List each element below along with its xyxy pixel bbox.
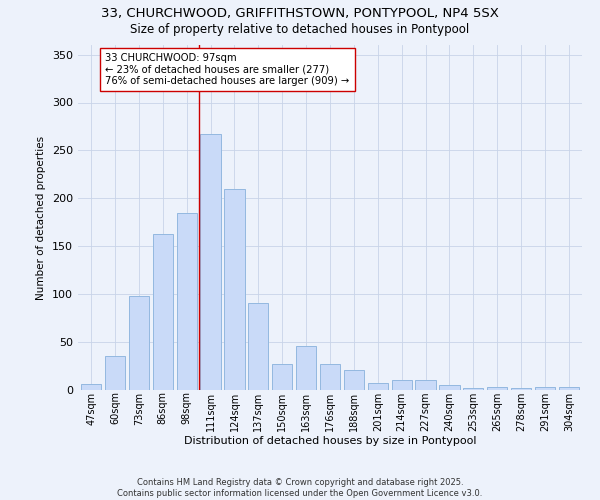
Bar — [272, 364, 292, 390]
Bar — [200, 134, 221, 390]
Bar — [152, 234, 173, 390]
Bar — [439, 385, 460, 390]
Y-axis label: Number of detached properties: Number of detached properties — [37, 136, 46, 300]
Bar — [511, 388, 531, 390]
Bar — [320, 364, 340, 390]
Bar — [129, 296, 149, 390]
Bar — [463, 388, 484, 390]
Bar — [296, 346, 316, 390]
Bar — [176, 212, 197, 390]
Text: Size of property relative to detached houses in Pontypool: Size of property relative to detached ho… — [130, 22, 470, 36]
X-axis label: Distribution of detached houses by size in Pontypool: Distribution of detached houses by size … — [184, 436, 476, 446]
Bar — [248, 303, 268, 390]
Bar — [105, 356, 125, 390]
Bar — [392, 380, 412, 390]
Bar — [81, 384, 101, 390]
Bar — [344, 370, 364, 390]
Text: 33, CHURCHWOOD, GRIFFITHSTOWN, PONTYPOOL, NP4 5SX: 33, CHURCHWOOD, GRIFFITHSTOWN, PONTYPOOL… — [101, 8, 499, 20]
Bar — [368, 384, 388, 390]
Bar — [224, 188, 245, 390]
Bar — [535, 387, 555, 390]
Bar — [415, 380, 436, 390]
Text: 33 CHURCHWOOD: 97sqm
← 23% of detached houses are smaller (277)
76% of semi-deta: 33 CHURCHWOOD: 97sqm ← 23% of detached h… — [106, 52, 350, 86]
Bar — [487, 387, 508, 390]
Text: Contains HM Land Registry data © Crown copyright and database right 2025.
Contai: Contains HM Land Registry data © Crown c… — [118, 478, 482, 498]
Bar — [559, 387, 579, 390]
